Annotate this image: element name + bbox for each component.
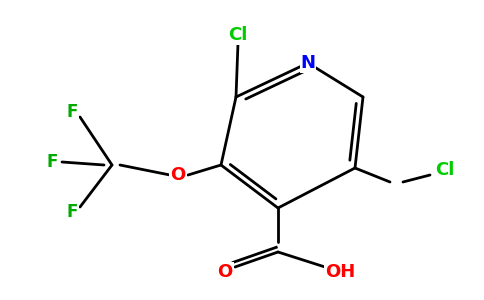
Text: F: F (46, 153, 58, 171)
Text: Cl: Cl (228, 26, 248, 44)
Text: N: N (301, 54, 316, 72)
Text: O: O (217, 263, 233, 281)
Text: O: O (170, 166, 186, 184)
Text: Cl: Cl (435, 161, 454, 179)
Text: F: F (66, 103, 78, 121)
Text: OH: OH (325, 263, 355, 281)
Text: F: F (66, 203, 78, 221)
